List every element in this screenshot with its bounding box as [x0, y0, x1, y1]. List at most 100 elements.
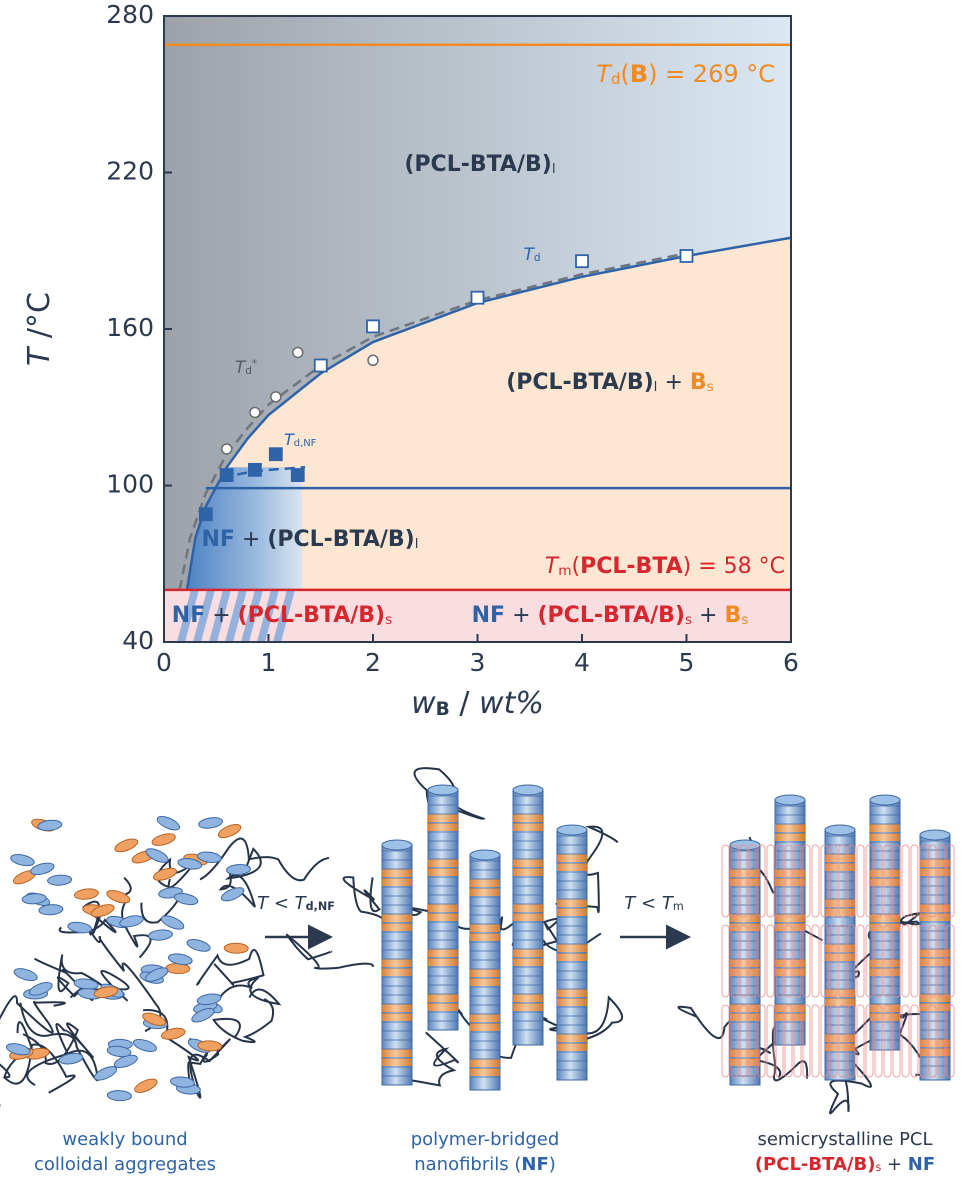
stripe	[557, 944, 587, 952]
stripe	[557, 908, 587, 916]
disc	[196, 851, 222, 863]
text-segment: (	[572, 554, 581, 579]
hatch	[272, 589, 295, 642]
disc	[220, 887, 245, 902]
stripe	[557, 1043, 587, 1051]
disc	[38, 904, 64, 916]
y-tick-label: 100	[106, 470, 154, 499]
disc	[152, 867, 177, 881]
polymer-chain	[405, 1031, 459, 1087]
lamella	[883, 924, 892, 998]
lamella	[775, 924, 784, 998]
label: Td(B) = 269 °C	[596, 60, 775, 88]
x-tick-label: 2	[365, 648, 381, 677]
lamella	[847, 1004, 856, 1078]
text-segment: +	[205, 603, 237, 628]
text-segment: s	[707, 379, 714, 395]
stripe	[428, 904, 458, 912]
text-segment: +	[505, 603, 537, 628]
disc	[28, 982, 53, 996]
text-segment: s	[685, 612, 692, 628]
lamella	[928, 1004, 937, 1078]
lamella	[730, 844, 739, 918]
lamella	[919, 844, 928, 918]
label: NF + (PCL-BTA/B)l	[201, 527, 418, 552]
text-segment: T	[257, 893, 270, 914]
lamella	[757, 924, 766, 998]
label: (PCL-BTA/B)s + NF	[755, 1154, 935, 1175]
text-segment: <	[268, 893, 295, 914]
disc	[93, 986, 119, 999]
lamella	[946, 924, 955, 998]
stripe	[470, 1023, 500, 1031]
disc	[142, 1012, 167, 1026]
lamella	[883, 844, 892, 918]
marker	[220, 443, 233, 455]
stripe	[775, 959, 805, 967]
stripe	[825, 899, 855, 907]
marker	[679, 249, 694, 263]
lamella	[874, 924, 883, 998]
text-segment: d	[611, 70, 620, 88]
lamella	[901, 844, 910, 918]
lamella	[829, 1004, 838, 1078]
solid-b-region	[186, 237, 792, 590]
lamella	[784, 844, 793, 918]
disc	[170, 1076, 195, 1088]
label: nanofibrils (NF)	[414, 1154, 556, 1175]
text-segment: +	[235, 527, 267, 552]
lamella	[946, 844, 955, 918]
disc	[47, 874, 73, 886]
stripe	[382, 1058, 412, 1066]
lamella	[928, 844, 937, 918]
text-segment: T	[624, 893, 637, 914]
lamella	[793, 844, 802, 918]
disc	[160, 1027, 186, 1040]
stripe	[920, 958, 950, 966]
lamella	[910, 844, 919, 918]
fibril-cap	[512, 784, 544, 796]
fibril-cap	[774, 794, 806, 806]
stripe	[513, 913, 543, 921]
lamella	[910, 924, 919, 998]
text-segment: /°C	[22, 292, 57, 348]
text-segment: (PCL-BTA/B)	[404, 152, 551, 177]
text-segment: polymer-bridged	[411, 1129, 560, 1150]
label: Td*	[235, 358, 257, 378]
label: Tm(PCL-BTA) = 58 °C	[545, 554, 785, 579]
lamella	[811, 844, 820, 918]
stripe	[557, 989, 587, 997]
text-segment: m	[558, 563, 571, 579]
polymer-chain	[196, 948, 265, 986]
lamella	[739, 844, 748, 918]
stripe	[730, 878, 760, 886]
hatch	[240, 589, 263, 642]
stripe	[775, 914, 805, 922]
lamella	[856, 1004, 865, 1078]
stripe	[870, 878, 900, 886]
lamella	[802, 1004, 811, 1078]
stripe	[825, 854, 855, 862]
stripe	[920, 1048, 950, 1056]
disc	[177, 858, 203, 870]
stripe	[775, 824, 805, 832]
stripe	[775, 968, 805, 976]
text-segment: l	[654, 379, 658, 395]
lamella	[937, 924, 946, 998]
disc	[191, 1008, 215, 1023]
lamella	[811, 1004, 820, 1078]
marker	[313, 358, 328, 373]
stripe	[730, 959, 760, 967]
label: T < Tm	[624, 893, 683, 914]
stripe	[428, 913, 458, 921]
lamella	[766, 844, 775, 918]
lamella	[766, 924, 775, 998]
polymer-chain	[211, 976, 282, 1006]
disc	[114, 838, 139, 853]
fibril-cap	[427, 784, 459, 796]
disc	[160, 915, 185, 930]
stripe	[825, 998, 855, 1006]
lamella	[820, 1004, 829, 1078]
fibril-cap	[919, 829, 951, 841]
